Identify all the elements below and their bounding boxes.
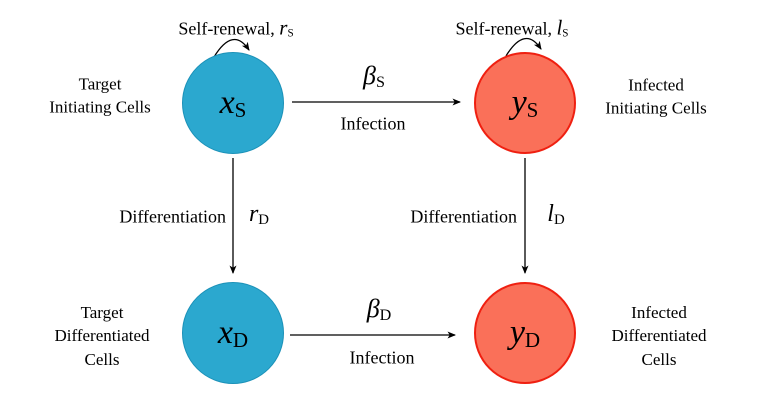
label-differentiation-left: Differentiation (119, 206, 226, 227)
node-target-initiating: xS (182, 52, 284, 154)
label-self-renewal-ls: Self-renewal, lS (455, 16, 568, 41)
self-renewal-arrow-right (505, 38, 542, 57)
label-ld: lD (547, 202, 564, 228)
node-label-xd: xD (217, 313, 249, 352)
rate-symbol: l (547, 201, 554, 228)
rate-symbol: l (556, 15, 563, 40)
node-infected-differentiated: yD (474, 282, 576, 384)
rate-subscript: S (287, 27, 294, 40)
rate-symbol: β (366, 293, 380, 323)
self-renewal-text: Self-renewal, (455, 18, 557, 39)
self-renewal-arrow-left (213, 39, 250, 58)
label-infected-differentiated-cells: Infected Differentiated Cells (611, 302, 707, 369)
label-rd: rD (249, 202, 269, 228)
label-infection-bottom: Infection (349, 347, 415, 368)
rate-symbol: β (363, 60, 376, 90)
node-label-ys: yS (511, 83, 539, 122)
rate-subscript: D (553, 211, 565, 228)
node-label-yd: yD (509, 313, 541, 352)
node-subscript: D (524, 327, 541, 352)
rate-subscript: D (258, 211, 270, 228)
label-beta-d: βD (366, 293, 392, 324)
self-renewal-text: Self-renewal, (178, 18, 280, 39)
label-target-differentiated-cells: Target Differentiated Cells (54, 302, 150, 369)
node-label-xs: xS (219, 83, 247, 122)
rate-symbol: r (248, 201, 259, 228)
rate-subscript: S (375, 73, 385, 91)
node-infected-initiating: yS (474, 52, 576, 154)
label-infected-initiating-cells: Infected Initiating Cells (605, 75, 707, 118)
node-symbol: x (219, 83, 235, 121)
label-beta-s: βS (363, 60, 385, 91)
node-symbol: y (511, 83, 527, 121)
label-differentiation-right: Differentiation (410, 206, 517, 227)
label-target-initiating-cells: Target Initiating Cells (49, 74, 151, 117)
node-target-differentiated: xD (182, 282, 284, 384)
label-self-renewal-rs: Self-renewal, rS (178, 16, 293, 41)
node-subscript: S (526, 97, 539, 122)
rate-symbol: r (279, 15, 288, 40)
node-symbol: y (509, 313, 525, 351)
rate-subscript: D (379, 306, 392, 324)
node-subscript: D (232, 327, 249, 352)
rate-subscript: S (562, 27, 569, 40)
label-infection-top: Infection (340, 113, 406, 134)
node-subscript: S (234, 97, 247, 122)
node-symbol: x (217, 313, 233, 351)
